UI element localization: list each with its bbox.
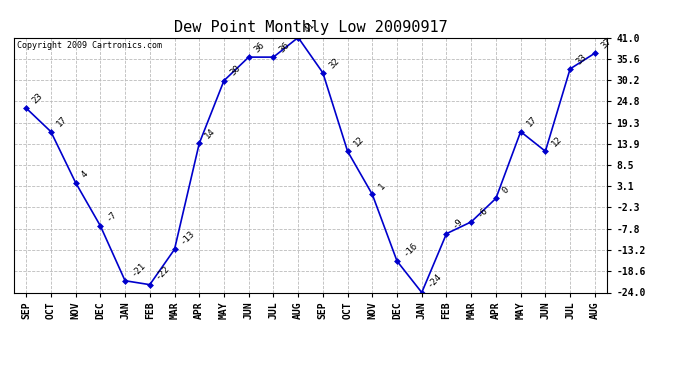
Text: -6: -6 (475, 205, 489, 219)
Text: 12: 12 (549, 135, 564, 148)
Text: 32: 32 (327, 56, 341, 70)
Text: 36: 36 (253, 40, 267, 54)
Text: -21: -21 (129, 260, 147, 278)
Text: -7: -7 (104, 209, 119, 223)
Text: 30: 30 (228, 64, 242, 78)
Text: 4: 4 (80, 170, 90, 180)
Text: 1: 1 (377, 182, 386, 192)
Text: 12: 12 (352, 135, 366, 148)
Text: Copyright 2009 Cartronics.com: Copyright 2009 Cartronics.com (17, 41, 161, 50)
Text: -22: -22 (154, 264, 172, 282)
Title: Dew Point Monthly Low 20090917: Dew Point Monthly Low 20090917 (174, 20, 447, 35)
Text: 17: 17 (55, 115, 69, 129)
Text: -16: -16 (401, 241, 419, 258)
Text: 23: 23 (30, 92, 44, 105)
Text: 0: 0 (500, 185, 511, 196)
Text: 37: 37 (599, 36, 613, 50)
Text: 14: 14 (204, 127, 217, 141)
Text: 41: 41 (302, 21, 316, 35)
Text: -9: -9 (451, 217, 464, 231)
Text: 17: 17 (525, 115, 539, 129)
Text: -24: -24 (426, 272, 444, 290)
Text: 36: 36 (277, 40, 292, 54)
Text: -13: -13 (179, 229, 197, 247)
Text: 33: 33 (574, 52, 589, 66)
